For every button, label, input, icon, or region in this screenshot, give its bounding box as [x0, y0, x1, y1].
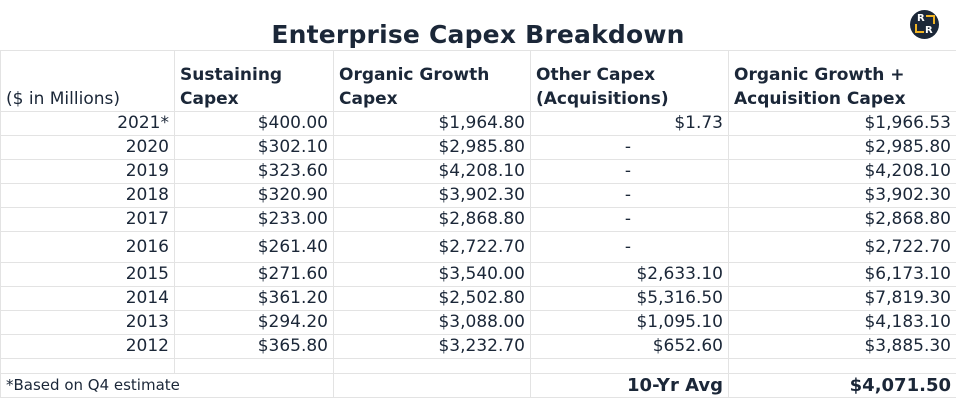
organic-cell: $3,088.00: [333, 310, 531, 335]
sustaining-cell: $261.40: [174, 231, 334, 263]
brand-logo-icon: R R: [910, 10, 939, 39]
total-cell: $7,819.30: [728, 286, 956, 311]
sustaining-cell: $323.60: [174, 159, 334, 184]
organic-cell: $1,964.80: [333, 111, 531, 136]
empty-cell: [530, 358, 729, 374]
year-cell: 2016: [0, 231, 175, 263]
sustaining-capex-header: Sustaining Capex: [174, 50, 334, 112]
table-row: 2020 $302.10 $2,985.80 - $2,985.80: [0, 135, 956, 160]
total-capex-header: Organic Growth + Acquisition Capex: [728, 50, 956, 112]
total-cell: $6,173.10: [728, 262, 956, 287]
unit-header: ($ in Millions): [0, 50, 175, 112]
year-cell: 2015: [0, 262, 175, 287]
empty-cell: [174, 358, 334, 374]
organic-growth-capex-header: Organic Growth Capex: [333, 50, 531, 112]
other-cell: -: [530, 159, 729, 184]
average-value: $4,071.50: [728, 373, 956, 398]
other-capex-header: Other Capex (Acquisitions): [530, 50, 729, 112]
other-cell: -: [530, 231, 729, 263]
total-cell: $3,902.30: [728, 183, 956, 208]
organic-cell: $2,985.80: [333, 135, 531, 160]
total-cell: $2,868.80: [728, 207, 956, 232]
other-cell: $1,095.10: [530, 310, 729, 335]
year-cell: 2012: [0, 334, 175, 359]
table-row: 2016 $261.40 $2,722.70 - $2,722.70: [0, 231, 956, 263]
other-cell: $652.60: [530, 334, 729, 359]
table-row: 2012 $365.80 $3,232.70 $652.60 $3,885.30: [0, 334, 956, 359]
header-line: Organic Growth +: [734, 65, 905, 85]
title-row: Enterprise Capex Breakdown R R: [0, 0, 956, 51]
empty-cell: [0, 358, 175, 374]
organic-cell: $3,232.70: [333, 334, 531, 359]
organic-cell: $2,722.70: [333, 231, 531, 263]
header-line: (Acquisitions): [536, 89, 669, 109]
table-row: 2015 $271.60 $3,540.00 $2,633.10 $6,173.…: [0, 262, 956, 287]
sustaining-cell: $271.60: [174, 262, 334, 287]
year-cell: 2014: [0, 286, 175, 311]
year-cell: 2018: [0, 183, 175, 208]
header-line: Capex: [339, 89, 398, 109]
footnote: *Based on Q4 estimate: [0, 373, 334, 398]
other-cell: $1.73: [530, 111, 729, 136]
total-cell: $2,985.80: [728, 135, 956, 160]
header-line: Acquisition Capex: [734, 89, 906, 109]
year-cell: 2020: [0, 135, 175, 160]
sustaining-cell: $400.00: [174, 111, 334, 136]
year-cell: 2021*: [0, 111, 175, 136]
year-cell: 2019: [0, 159, 175, 184]
empty-cell: [333, 373, 531, 398]
logo-letter: R: [917, 13, 925, 24]
year-cell: 2013: [0, 310, 175, 335]
sustaining-cell: $361.20: [174, 286, 334, 311]
logo-corner-icon: [926, 15, 935, 24]
capex-table: ($ in Millions) Sustaining Capex Organic…: [0, 50, 956, 398]
header-line: Organic Growth: [339, 65, 490, 85]
other-cell: $2,633.10: [530, 262, 729, 287]
table-row: 2021* $400.00 $1,964.80 $1.73 $1,966.53: [0, 111, 956, 136]
footer-row: *Based on Q4 estimate 10-Yr Avg $4,071.5…: [0, 373, 956, 398]
header-row: ($ in Millions) Sustaining Capex Organic…: [0, 50, 956, 112]
header-line: Sustaining: [180, 65, 283, 85]
table-row: 2019 $323.60 $4,208.10 - $4,208.10: [0, 159, 956, 184]
empty-row: [0, 358, 956, 374]
header-line: Other Capex: [536, 65, 656, 85]
sustaining-cell: $302.10: [174, 135, 334, 160]
organic-cell: $2,502.80: [333, 286, 531, 311]
sustaining-cell: $365.80: [174, 334, 334, 359]
logo-corner-icon: [915, 24, 924, 33]
total-cell: $4,208.10: [728, 159, 956, 184]
total-cell: $1,966.53: [728, 111, 956, 136]
sustaining-cell: $320.90: [174, 183, 334, 208]
table-row: 2014 $361.20 $2,502.80 $5,316.50 $7,819.…: [0, 286, 956, 311]
sustaining-cell: $294.20: [174, 310, 334, 335]
table-row: 2018 $320.90 $3,902.30 - $3,902.30: [0, 183, 956, 208]
year-cell: 2017: [0, 207, 175, 232]
average-label: 10-Yr Avg: [530, 373, 729, 398]
header-line: Capex: [180, 89, 239, 109]
sustaining-cell: $233.00: [174, 207, 334, 232]
table-row: 2013 $294.20 $3,088.00 $1,095.10 $4,183.…: [0, 310, 956, 335]
organic-cell: $3,902.30: [333, 183, 531, 208]
other-cell: -: [530, 183, 729, 208]
logo-letter: R: [925, 25, 933, 36]
table-title: Enterprise Capex Breakdown: [271, 20, 685, 49]
organic-cell: $3,540.00: [333, 262, 531, 287]
other-cell: -: [530, 135, 729, 160]
total-cell: $4,183.10: [728, 310, 956, 335]
organic-cell: $2,868.80: [333, 207, 531, 232]
total-cell: $3,885.30: [728, 334, 956, 359]
empty-cell: [333, 358, 531, 374]
total-cell: $2,722.70: [728, 231, 956, 263]
table-row: 2017 $233.00 $2,868.80 - $2,868.80: [0, 207, 956, 232]
empty-cell: [728, 358, 956, 374]
other-cell: -: [530, 207, 729, 232]
organic-cell: $4,208.10: [333, 159, 531, 184]
other-cell: $5,316.50: [530, 286, 729, 311]
